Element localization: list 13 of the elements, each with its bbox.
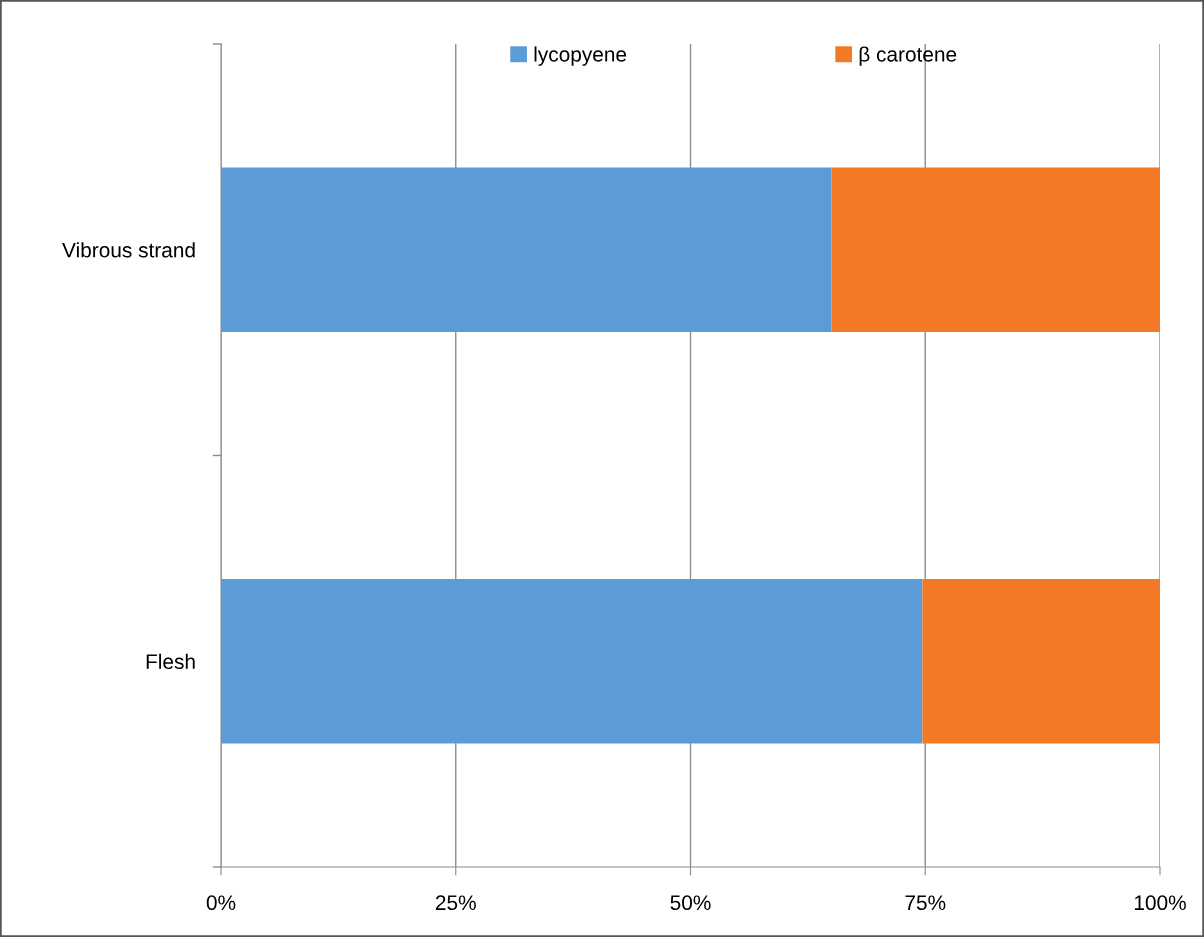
y-tick-label: Vibrous strand [62,242,195,258]
legend-label: β carotene [859,46,957,66]
x-tick-label: 50% [670,895,711,911]
bar [221,578,923,744]
bar [831,167,1160,333]
x-tick-label: 100% [1134,895,1186,911]
x-tick-label: 75% [905,895,946,911]
legend-label: lycopyene [534,46,627,66]
x-tick-label: 0% [206,895,236,911]
x-tick-label: 25% [435,895,476,911]
y-tick-label: Flesh [146,653,195,669]
bar [221,167,832,333]
bar [922,578,1160,744]
